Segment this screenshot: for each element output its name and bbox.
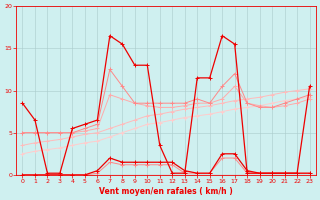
X-axis label: Vent moyen/en rafales ( km/h ): Vent moyen/en rafales ( km/h )	[99, 187, 233, 196]
